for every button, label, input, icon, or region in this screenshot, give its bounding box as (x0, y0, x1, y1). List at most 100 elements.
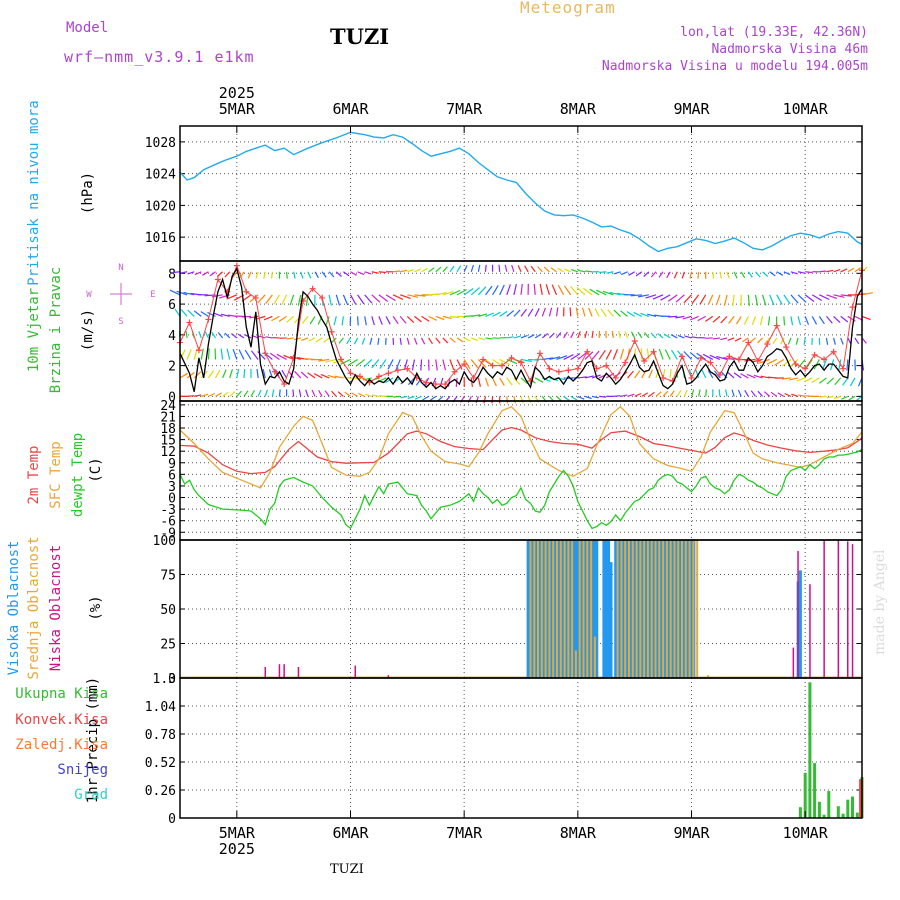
altitude-text: Nadmorska Visina 46m (711, 42, 868, 57)
wind-barb (209, 271, 216, 277)
ytick-label: 75 (160, 569, 176, 584)
precip-legend-item: Ukupna Kisa (15, 686, 108, 702)
wind-barb (265, 336, 273, 339)
wind-barb (675, 294, 685, 303)
bottom-date-label: 9MAR (673, 824, 710, 842)
compass-w: W (86, 290, 92, 300)
wind-gust-marker (565, 367, 572, 374)
wind-barb (784, 392, 792, 397)
ytick-label: 24 (160, 399, 176, 414)
wind-barb (833, 337, 836, 345)
wind-barb (371, 294, 381, 303)
wind-gust-marker (356, 373, 363, 380)
wind-barb (400, 395, 408, 399)
wind-barb (667, 294, 678, 302)
total-precip-bar (803, 772, 807, 818)
wind-barb (549, 356, 561, 361)
wind-barb (797, 359, 806, 369)
ytick-label: 6 (168, 468, 176, 483)
wind-barb (520, 334, 528, 339)
wind-gust-marker (394, 367, 401, 374)
wind-barb (262, 369, 266, 379)
wind-barb (364, 294, 373, 304)
wind-barb (683, 389, 688, 397)
wind-barb (371, 359, 380, 369)
wind-barb (392, 316, 399, 325)
wind-barb (344, 391, 351, 397)
panel-frame (179, 260, 863, 402)
wind-barb (834, 377, 842, 386)
wind-barb (584, 375, 594, 379)
wind-barb (581, 307, 586, 317)
wind-barb (848, 395, 856, 401)
wind-gust-marker (716, 371, 723, 378)
wind-barb (211, 331, 217, 339)
wind-barb (652, 294, 664, 300)
wind-barb (355, 358, 366, 367)
wind-barb (293, 271, 296, 279)
wind-barb (449, 315, 459, 319)
low-cloud-bar (278, 664, 281, 678)
wind-barb (201, 393, 209, 397)
ytick-label: 0.26 (145, 784, 176, 799)
wind-barb (477, 286, 487, 296)
high-cloud-bar (633, 540, 637, 678)
wind-barb (243, 368, 246, 378)
wind-barb (577, 395, 585, 400)
ytick-label: 0.78 (145, 728, 176, 743)
wind-gust-marker (584, 348, 591, 355)
wind-barb (281, 369, 288, 379)
wind-barb (781, 377, 792, 380)
wind-barb (633, 311, 643, 317)
wind-barb (720, 315, 728, 324)
wind-gust-marker (470, 374, 477, 381)
wind-barb (761, 294, 767, 306)
wind-barb (392, 294, 404, 301)
wind-barb (385, 377, 394, 384)
wind-barb (358, 392, 365, 397)
high-cloud-bar (538, 540, 542, 678)
wind-barb (619, 348, 625, 360)
wind-barb (328, 271, 335, 278)
wind-barb (287, 370, 295, 379)
low-cloud-bar (837, 540, 840, 678)
wind-barb (740, 271, 746, 279)
wind-barb (442, 266, 448, 273)
wind-barb (378, 316, 383, 325)
wind-barb (838, 359, 842, 371)
wind-axis-title-2: Brzina i Pravac (48, 267, 64, 393)
wind-barb (826, 315, 833, 324)
wind-barb (556, 355, 568, 361)
precip-axis-title: 1hr Precip (mm) (85, 677, 101, 803)
high-cloud-bar (602, 540, 606, 678)
wind-barb (684, 335, 692, 339)
wind-barb (256, 368, 259, 378)
wind-barb (517, 265, 522, 273)
wind-barb (539, 283, 543, 295)
wind-gust-marker (830, 348, 837, 355)
wind-barb (492, 311, 501, 317)
wind-gust-marker (451, 368, 458, 375)
mid-cloud-bar (578, 540, 581, 678)
wind-barb (855, 395, 863, 401)
wind-barb (655, 391, 662, 397)
wind-barb (841, 395, 849, 400)
wind-barb (698, 389, 701, 397)
wind-barb (770, 391, 778, 397)
wind-barb (840, 268, 848, 273)
wind-barb (263, 315, 273, 321)
wind-barb (524, 265, 529, 273)
wind-barb (570, 353, 581, 360)
wind-barb (324, 390, 330, 397)
wind-barb (222, 391, 229, 397)
mid-cloud-bar (673, 540, 676, 678)
wind-barb (777, 392, 785, 397)
wind-barb (224, 271, 231, 278)
wind-gust-marker (480, 356, 487, 363)
wind-barb (691, 336, 699, 339)
wind-barb (543, 266, 550, 273)
wind-barb (301, 316, 309, 324)
wind-barb (712, 337, 721, 340)
wind-barb (421, 267, 428, 273)
high-cloud-bar (614, 540, 618, 678)
